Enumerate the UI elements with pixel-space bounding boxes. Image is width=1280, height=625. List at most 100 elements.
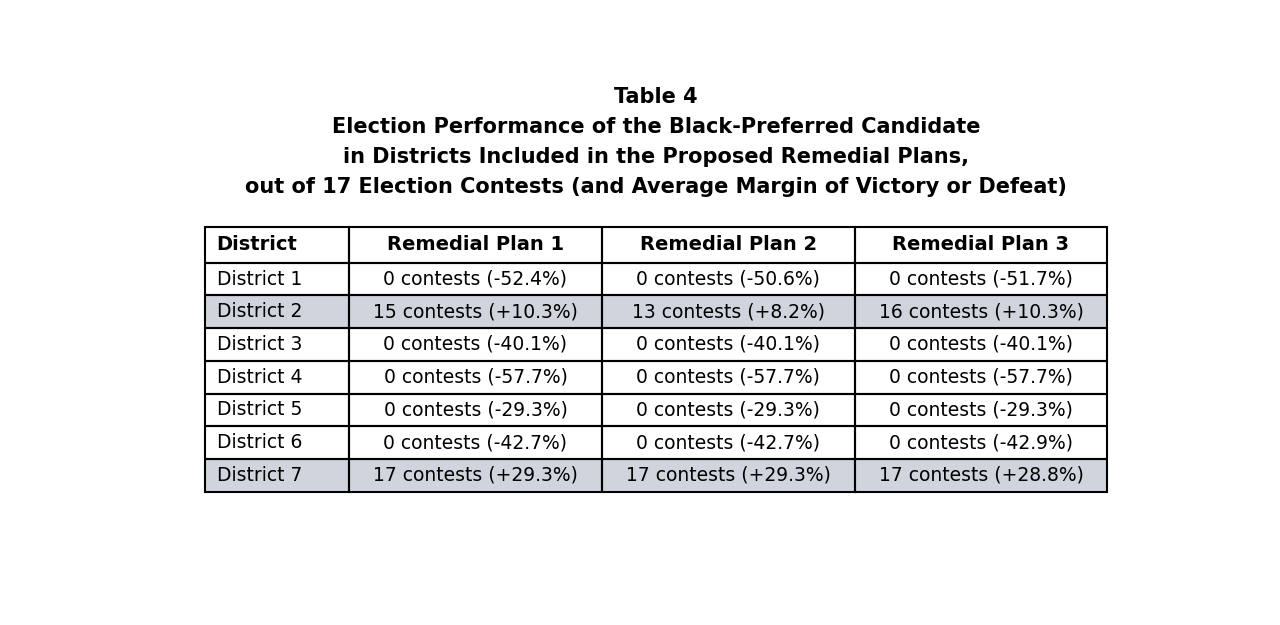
Bar <box>349 328 602 361</box>
Bar <box>205 361 349 394</box>
Text: 0 contests (-40.1%): 0 contests (-40.1%) <box>636 335 820 354</box>
Bar <box>205 262 349 296</box>
Text: 0 contests (-42.7%): 0 contests (-42.7%) <box>384 433 567 452</box>
Bar <box>349 296 602 328</box>
Bar <box>602 426 855 459</box>
Bar <box>602 227 855 262</box>
Bar <box>349 361 602 394</box>
Text: 0 contests (-57.7%): 0 contests (-57.7%) <box>384 368 567 387</box>
Bar <box>205 361 349 394</box>
Text: in Districts Included in the Proposed Remedial Plans,: in Districts Included in the Proposed Re… <box>343 147 969 167</box>
Text: District 6: District 6 <box>216 433 302 452</box>
Text: 0 contests (-57.7%): 0 contests (-57.7%) <box>890 368 1073 387</box>
Bar <box>855 262 1107 296</box>
Text: Remedial Plan 3: Remedial Plan 3 <box>892 235 1070 254</box>
Text: 15 contests (+10.3%): 15 contests (+10.3%) <box>372 302 577 321</box>
Text: District 1: District 1 <box>216 269 302 289</box>
Text: District 3: District 3 <box>216 335 302 354</box>
Bar <box>349 459 602 492</box>
Text: 0 contests (-42.9%): 0 contests (-42.9%) <box>890 433 1073 452</box>
Bar <box>602 459 855 492</box>
Bar <box>349 227 602 262</box>
Bar <box>349 394 602 426</box>
Bar <box>602 328 855 361</box>
Text: District 2: District 2 <box>216 302 302 321</box>
Bar <box>602 361 855 394</box>
Bar <box>205 426 349 459</box>
Bar <box>602 262 855 296</box>
Text: Remedial Plan 2: Remedial Plan 2 <box>640 235 817 254</box>
Bar <box>349 328 602 361</box>
Text: 0 contests (-29.3%): 0 contests (-29.3%) <box>384 401 567 419</box>
Text: Table 4: Table 4 <box>614 87 698 107</box>
Bar <box>349 227 602 262</box>
Text: Remedial Plan 1: Remedial Plan 1 <box>387 235 564 254</box>
Text: District 7: District 7 <box>216 466 302 485</box>
Text: District 5: District 5 <box>216 401 302 419</box>
Text: 0 contests (-42.7%): 0 contests (-42.7%) <box>636 433 820 452</box>
Bar <box>602 459 855 492</box>
Bar <box>349 459 602 492</box>
Bar <box>602 394 855 426</box>
Bar <box>855 296 1107 328</box>
Text: 0 contests (-29.3%): 0 contests (-29.3%) <box>636 401 820 419</box>
Bar <box>349 361 602 394</box>
Bar <box>855 296 1107 328</box>
Bar <box>602 361 855 394</box>
Bar <box>205 394 349 426</box>
Text: 0 contests (-40.1%): 0 contests (-40.1%) <box>384 335 567 354</box>
Bar <box>349 296 602 328</box>
Bar <box>855 426 1107 459</box>
Text: 17 contests (+28.8%): 17 contests (+28.8%) <box>878 466 1083 485</box>
Text: 13 contests (+8.2%): 13 contests (+8.2%) <box>632 302 824 321</box>
Text: District: District <box>216 235 297 254</box>
Text: 0 contests (-52.4%): 0 contests (-52.4%) <box>384 269 567 289</box>
Text: 17 contests (+29.3%): 17 contests (+29.3%) <box>372 466 577 485</box>
Bar <box>205 227 349 262</box>
Bar <box>349 426 602 459</box>
Bar <box>602 394 855 426</box>
Bar <box>205 459 349 492</box>
Bar <box>855 459 1107 492</box>
Bar <box>205 296 349 328</box>
Bar <box>855 227 1107 262</box>
Bar <box>855 227 1107 262</box>
Bar <box>855 426 1107 459</box>
Text: 0 contests (-57.7%): 0 contests (-57.7%) <box>636 368 820 387</box>
Bar <box>205 426 349 459</box>
Bar <box>349 262 602 296</box>
Bar <box>602 426 855 459</box>
Bar <box>855 394 1107 426</box>
Bar <box>855 262 1107 296</box>
Bar <box>855 361 1107 394</box>
Bar <box>205 328 349 361</box>
Bar <box>602 328 855 361</box>
Bar <box>855 361 1107 394</box>
Bar <box>602 296 855 328</box>
Bar <box>602 227 855 262</box>
Text: 17 contests (+29.3%): 17 contests (+29.3%) <box>626 466 831 485</box>
Text: out of 17 Election Contests (and Average Margin of Victory or Defeat): out of 17 Election Contests (and Average… <box>244 176 1068 196</box>
Text: 0 contests (-29.3%): 0 contests (-29.3%) <box>890 401 1073 419</box>
Text: 16 contests (+10.3%): 16 contests (+10.3%) <box>878 302 1083 321</box>
Bar <box>205 459 349 492</box>
Bar <box>205 328 349 361</box>
Bar <box>205 296 349 328</box>
Bar <box>855 328 1107 361</box>
Text: Election Performance of the Black-Preferred Candidate: Election Performance of the Black-Prefer… <box>332 117 980 137</box>
Bar <box>349 262 602 296</box>
Text: District 4: District 4 <box>216 368 302 387</box>
Bar <box>602 296 855 328</box>
Bar <box>602 262 855 296</box>
Text: 0 contests (-40.1%): 0 contests (-40.1%) <box>890 335 1073 354</box>
Bar <box>205 227 349 262</box>
Bar <box>855 394 1107 426</box>
Bar <box>349 426 602 459</box>
Bar <box>205 262 349 296</box>
Bar <box>349 394 602 426</box>
Bar <box>855 328 1107 361</box>
Bar <box>855 459 1107 492</box>
Text: 0 contests (-50.6%): 0 contests (-50.6%) <box>636 269 820 289</box>
Text: 0 contests (-51.7%): 0 contests (-51.7%) <box>890 269 1073 289</box>
Bar <box>205 394 349 426</box>
